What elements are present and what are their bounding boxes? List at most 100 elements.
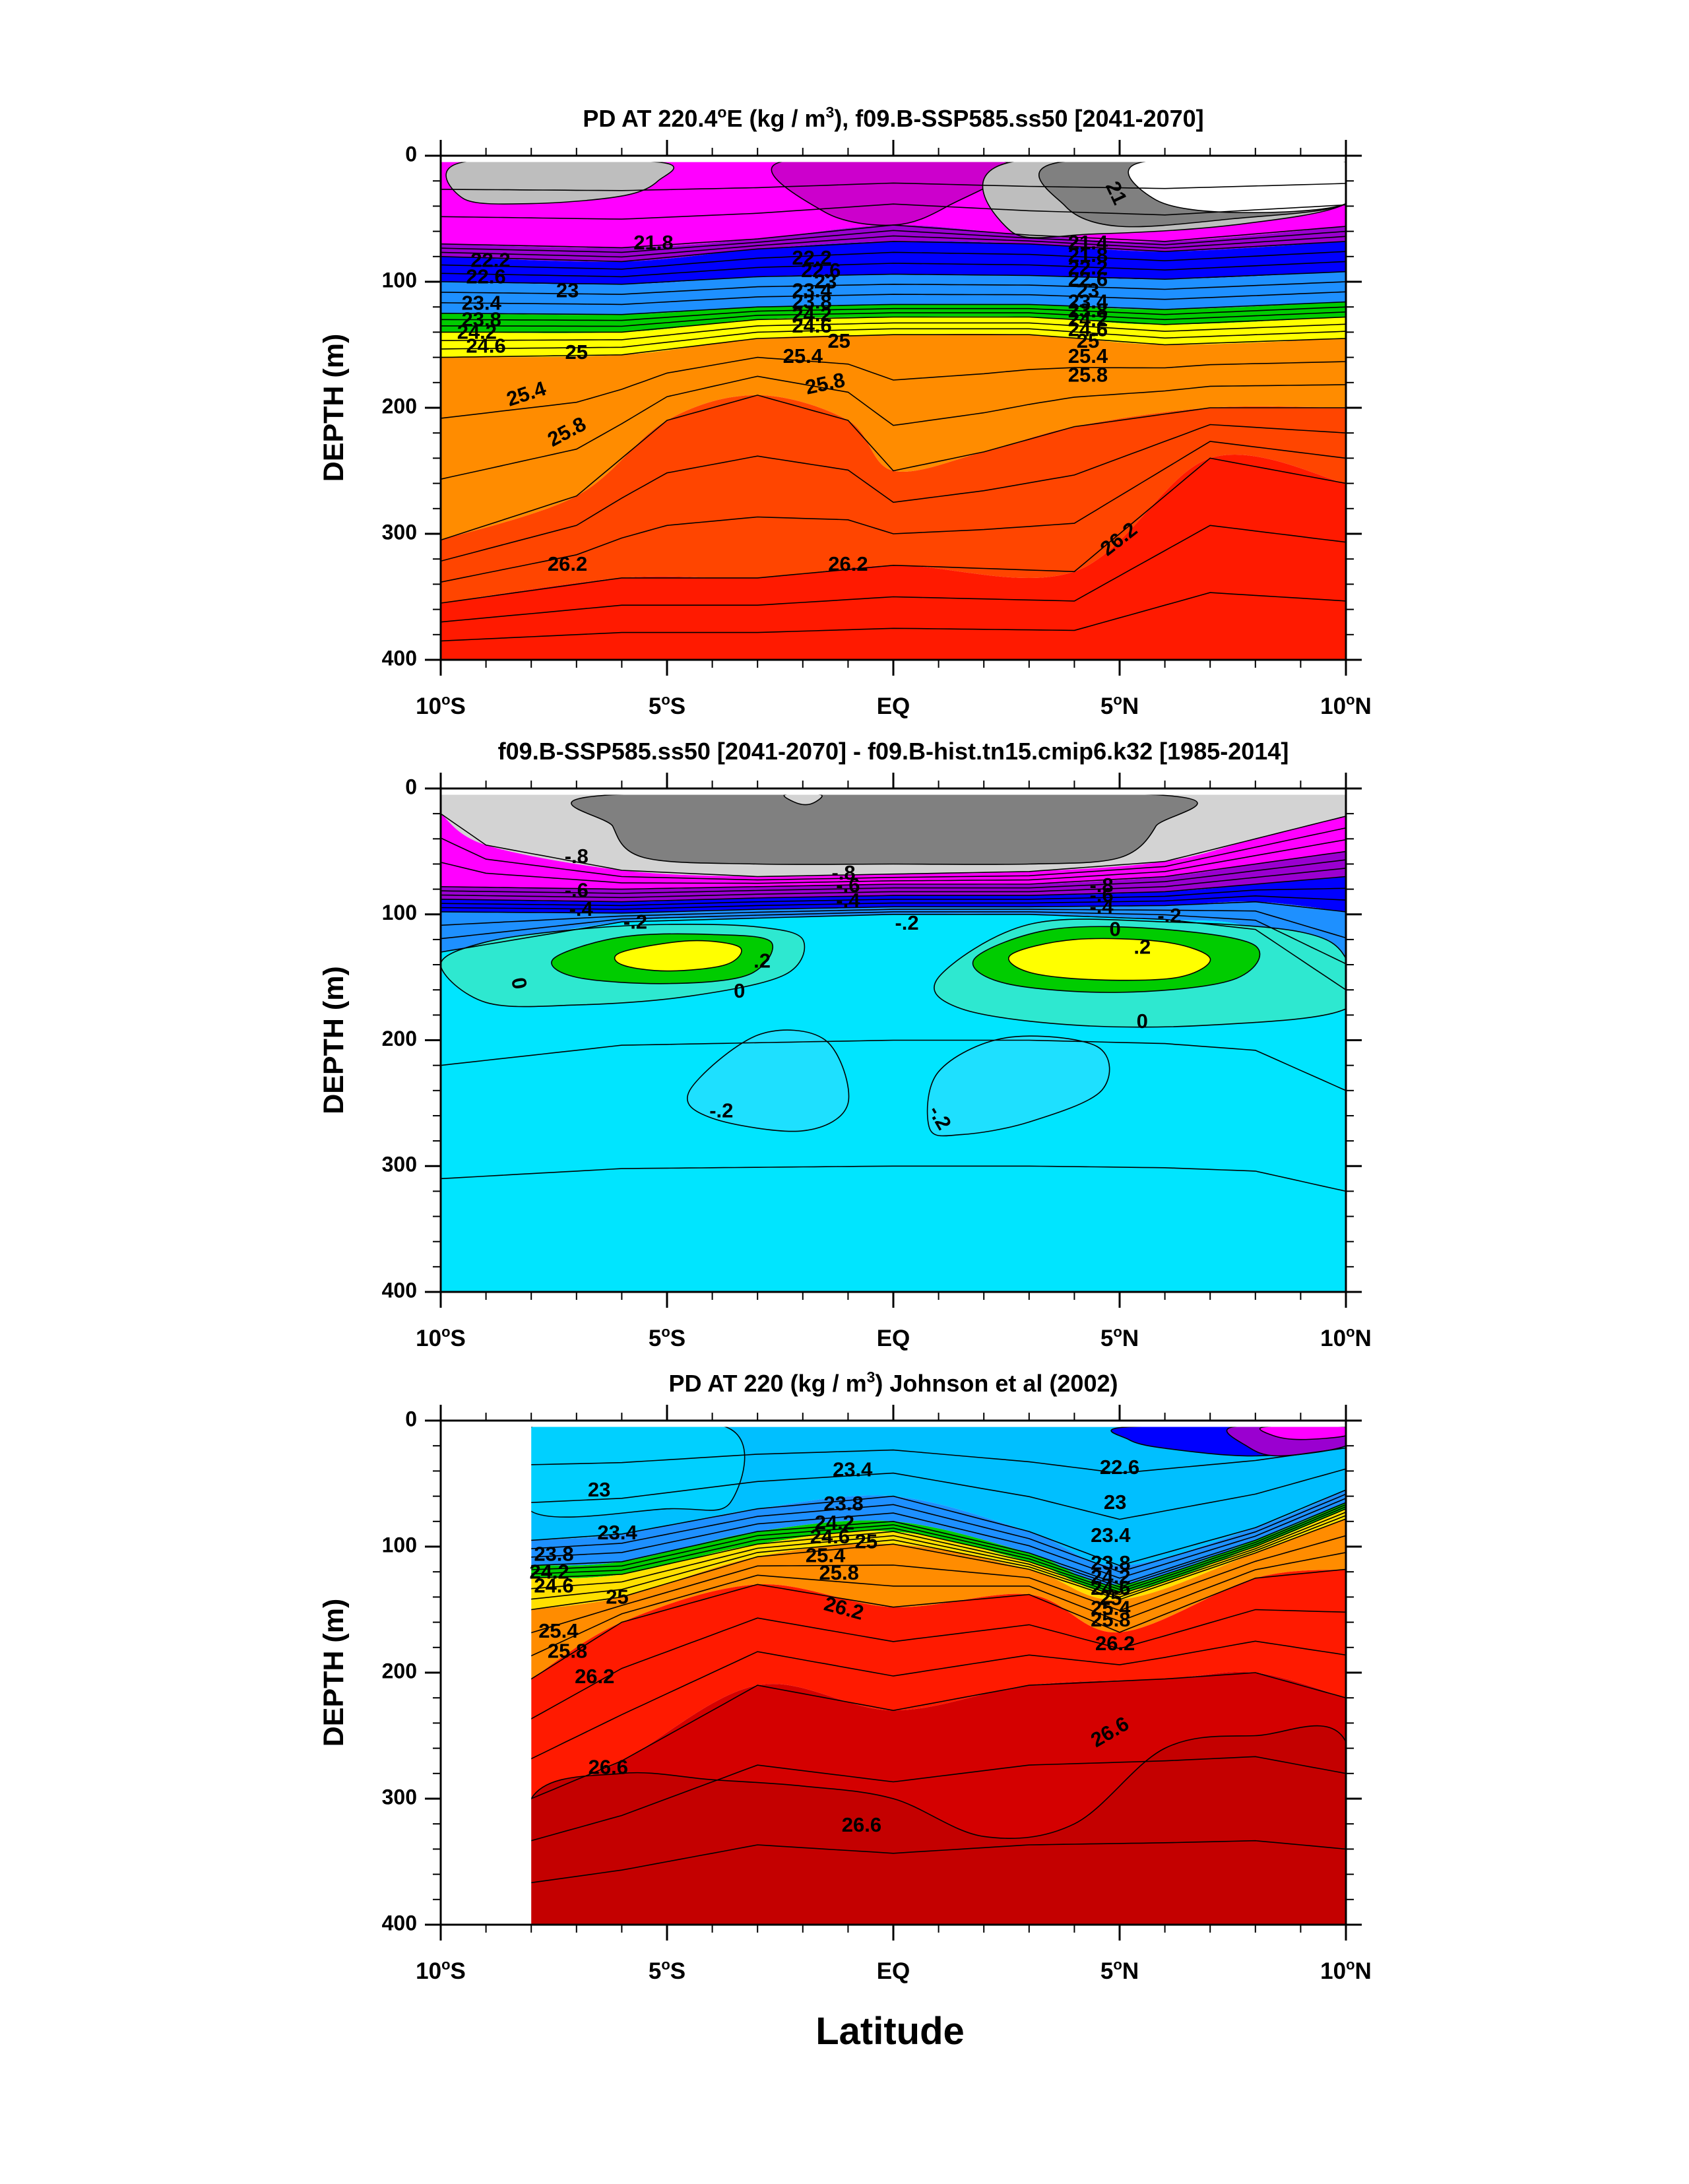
contour-label: 25 [827,329,850,352]
title-superscript: 3 [867,1368,876,1386]
contour-band [441,333,1346,540]
no-data-top [441,788,1346,795]
contour-line [441,1493,1346,1573]
contour-label: -.8 [831,861,855,884]
contour-label: 25.4 [1091,1597,1131,1620]
y-tick-label: 100 [382,901,417,924]
x-tick-number: 10 [416,1958,441,1984]
contour-label: 22.2 [792,246,831,269]
contour-label: -.8 [565,845,589,868]
contour-line [441,1568,1346,1680]
contour-line [441,851,1346,890]
contour-line [441,813,1346,878]
y-tick-label: 0 [405,1407,417,1430]
contour-label: 26.6 [589,1755,628,1778]
x-tick-label: EQ [877,1958,910,1984]
y-axis-label: DEPTH (m) [318,1599,350,1747]
contour-line [441,909,1346,939]
contour-band [441,455,1346,660]
contour-line [441,1498,1346,1579]
contour-line [441,230,1346,253]
x-tick-number: EQ [877,1326,910,1351]
degree-symbol: o [441,691,450,708]
hemisphere-letter: S [670,1326,685,1351]
contour-line [441,1756,1346,1842]
contour-line [441,1504,1346,1588]
contour-line [441,859,1346,894]
chart-title: f09.B-SSP585.ss50 [2041-2070] - f09.B-hi… [498,738,1289,765]
y-tick-label: 400 [382,1278,417,1302]
contour-label: 25.4 [1068,344,1108,368]
contour-line [441,1165,1346,1192]
contour-label: 23.4 [792,278,832,302]
hemisphere-letter: N [1355,693,1372,719]
contour-label: -.4 [1089,895,1114,918]
contour-line [441,901,1346,914]
contour-label: 23.8 [792,290,831,313]
contour-label: 25 [606,1585,628,1608]
title-text: PD AT 220 (kg / m [669,1370,867,1397]
contour-label: 23.4 [833,1458,873,1481]
contour-label: 24.6 [534,1574,573,1597]
x-tick-number: 5 [1100,1958,1113,1984]
contour-label: -.2 [895,911,918,934]
contour-label: 25.8 [1068,363,1108,386]
contour-band [441,851,1346,902]
hemisphere-letter: S [451,693,466,719]
x-tick-label: 5oS [649,691,685,719]
contour-label: 21.8 [633,231,673,254]
contour-line [441,592,1346,642]
contour-label: 24.2 [457,320,497,343]
contour-label: 23.8 [1091,1551,1130,1574]
x-tick-label: 10oN [1320,691,1372,719]
contour-label: 24.6 [466,335,505,358]
contour-line [441,1039,1346,1091]
contour-label: 25 [855,1529,877,1553]
no-data-top [441,1421,1346,1427]
contour-line [441,1552,1346,1657]
contour-line [441,525,1346,623]
y-tick-label: 400 [382,1911,417,1935]
x-tick-number: 10 [1320,693,1346,719]
contour-label: 22.2 [1068,256,1108,279]
contour-label: 23.8 [534,1543,573,1566]
contour-label: 25.8 [1091,1608,1130,1631]
contour-label: .2 [753,949,771,972]
contour-label: 23 [556,278,579,302]
x-tick-label: EQ [877,1326,910,1351]
contour-label: 22.2 [470,249,510,272]
y-tick-label: 400 [382,646,417,670]
x-tick-number: 10 [416,693,441,719]
contour-label: 23.4 [1091,1524,1131,1547]
contour-band [531,1502,1346,1593]
chart-panel-2: -.8-.6-.4-.20 0.2-.2-.8-.6-.4-.2-.8-.6-.4… [318,738,1372,1351]
contour-label: 23 [814,270,837,293]
chart-title: PD AT 220.4oE (kg / m3), f09.B-SSP585.ss… [583,104,1203,132]
contour-label: 23.8 [462,307,501,331]
x-tick-label: 10oN [1320,1956,1372,1984]
contour-label: -.2 [709,1099,733,1122]
y-tick-label: 200 [382,394,417,418]
contour-line [441,281,1346,295]
no-data-region [441,1421,532,1925]
contour-line [441,271,1346,285]
contour-label: 23.4 [597,1521,637,1544]
contour-line [441,895,1346,910]
x-tick-label: 5oS [649,1324,685,1351]
contour-label: -.4 [836,889,860,912]
y-tick-label: 100 [382,1533,417,1557]
title-superscript: o [717,104,726,121]
x-tick-number: 5 [1100,693,1113,719]
degree-symbol: o [661,1956,670,1973]
degree-symbol: o [441,1324,450,1340]
contour-label: -.2 [623,910,647,933]
contour-line [441,1508,1346,1593]
x-tick-label: 5oN [1100,1956,1139,1984]
x-tick-number: EQ [877,1958,910,1984]
chart-title: PD AT 220 (kg / m3) Johnson et al (2002) [669,1368,1118,1397]
y-tick-label: 200 [382,1027,417,1050]
title-superscript: 3 [826,104,835,121]
